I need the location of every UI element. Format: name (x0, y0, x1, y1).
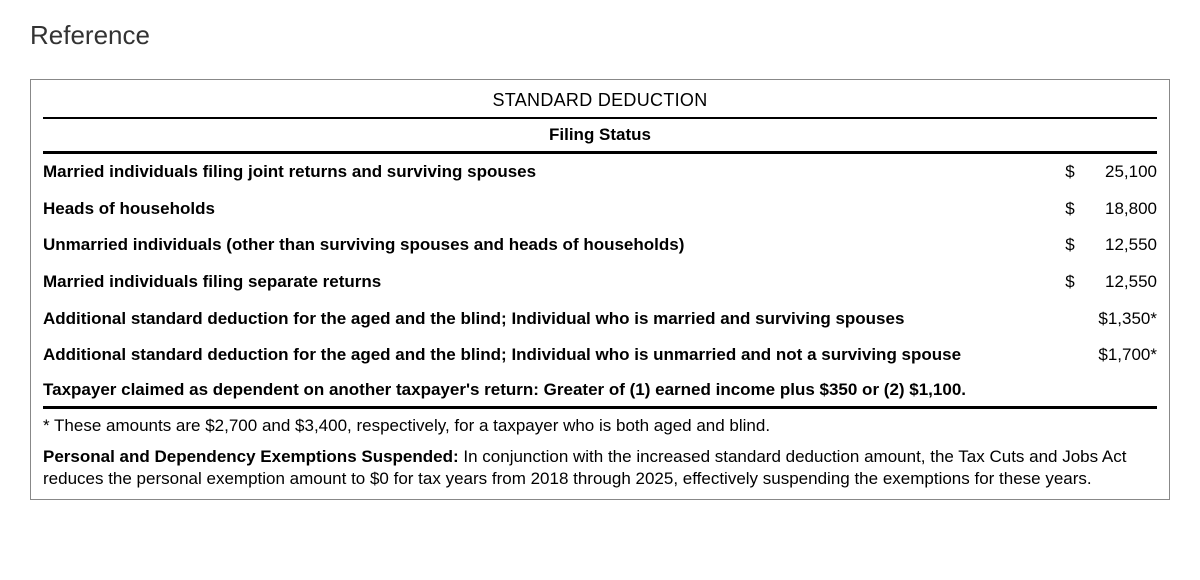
row-currency: $ (1059, 233, 1081, 258)
table-row: Additional standard deduction for the ag… (43, 301, 1157, 338)
row-currency: $ (1059, 270, 1081, 295)
table-row: Unmarried individuals (other than surviv… (43, 227, 1157, 264)
row-currency: $ (1059, 160, 1081, 185)
row-label: Heads of households (43, 197, 1059, 222)
exemptions-lead: Personal and Dependency Exemptions Suspe… (43, 447, 459, 466)
row-label: Married individuals filing separate retu… (43, 270, 1059, 295)
row-amount: 25,100 (1081, 160, 1157, 185)
dependent-note: Taxpayer claimed as dependent on another… (43, 374, 1157, 409)
table-row: Additional standard deduction for the ag… (43, 337, 1157, 374)
reference-box: STANDARD DEDUCTION Filing Status Married… (30, 79, 1170, 500)
footnote: * These amounts are $2,700 and $3,400, r… (43, 409, 1157, 446)
page-title: Reference (30, 20, 1170, 51)
row-amount: 12,550 (1081, 233, 1157, 258)
table-row: Married individuals filing joint returns… (43, 154, 1157, 191)
row-label: Unmarried individuals (other than surviv… (43, 233, 1059, 258)
row-amount: 12,550 (1081, 270, 1157, 295)
table-row: Heads of households $ 18,800 (43, 191, 1157, 228)
row-label: Additional standard deduction for the ag… (43, 343, 1059, 368)
row-amount: $1,700* (1081, 343, 1157, 368)
exemptions-note: Personal and Dependency Exemptions Suspe… (43, 446, 1157, 490)
row-label: Married individuals filing joint returns… (43, 160, 1059, 185)
row-label: Additional standard deduction for the ag… (43, 307, 1059, 332)
table-title: STANDARD DEDUCTION (43, 86, 1157, 117)
table-row: Married individuals filing separate retu… (43, 264, 1157, 301)
table-subtitle: Filing Status (43, 117, 1157, 151)
row-amount: 18,800 (1081, 197, 1157, 222)
row-amount: $1,350* (1081, 307, 1157, 332)
row-currency: $ (1059, 197, 1081, 222)
table-rows: Married individuals filing joint returns… (43, 151, 1157, 409)
